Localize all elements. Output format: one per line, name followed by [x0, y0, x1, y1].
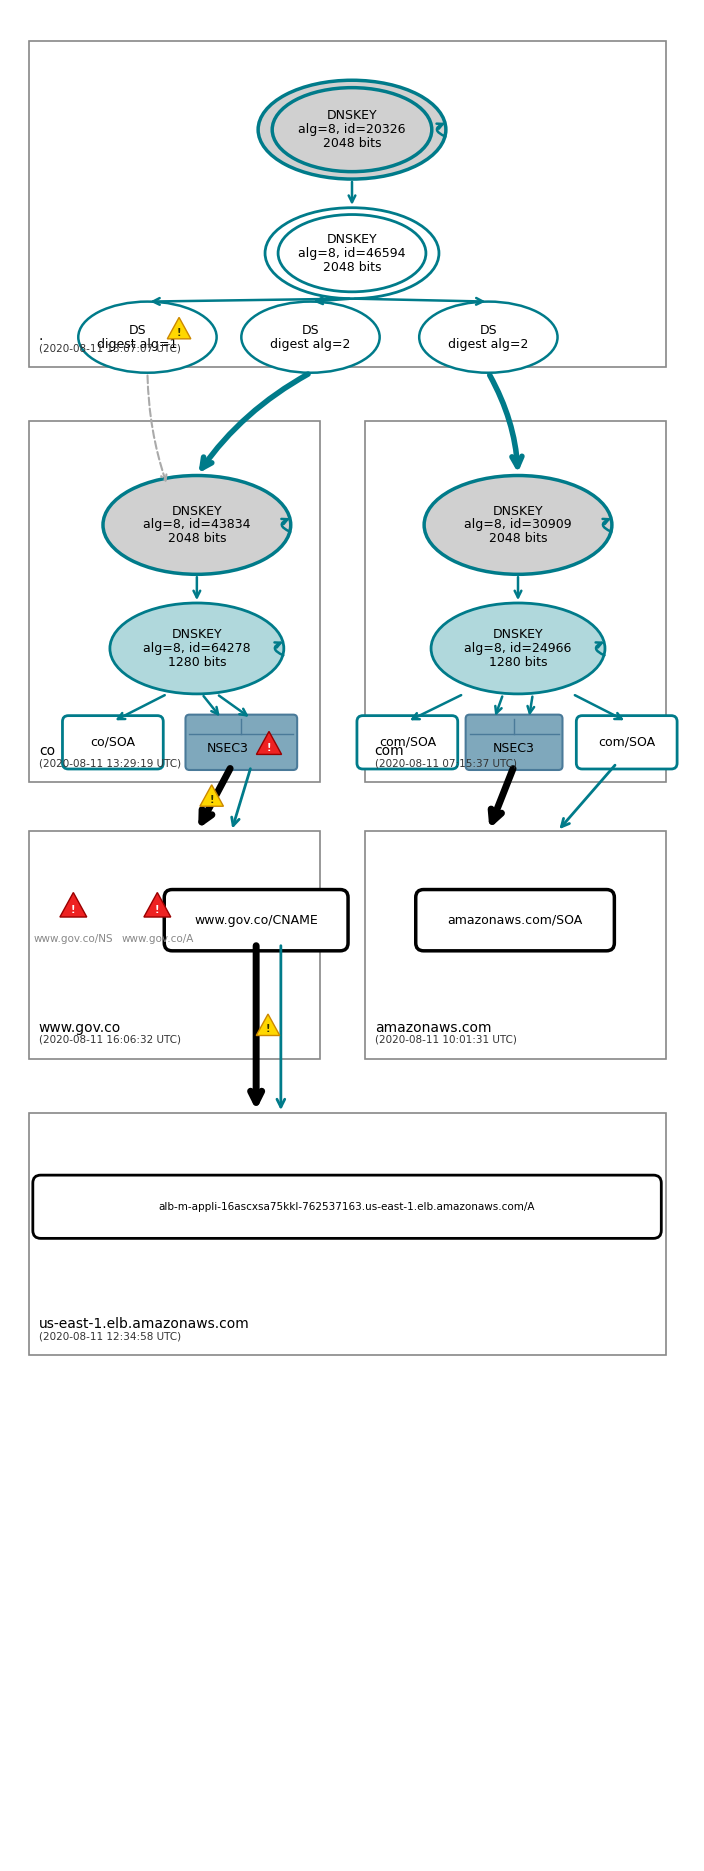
Bar: [29, 831, 320, 1059]
Text: alg=8, id=24966: alg=8, id=24966: [465, 642, 572, 655]
Ellipse shape: [265, 208, 439, 299]
Ellipse shape: [110, 602, 284, 694]
Text: !: !: [155, 906, 160, 915]
Bar: [29, 41, 666, 367]
Text: www.gov.co/A: www.gov.co/A: [121, 934, 194, 945]
FancyBboxPatch shape: [185, 715, 297, 771]
Text: com: com: [375, 745, 404, 758]
Text: DNSKEY: DNSKEY: [327, 109, 377, 122]
Text: DS: DS: [129, 324, 146, 337]
Text: DS: DS: [302, 324, 320, 337]
FancyBboxPatch shape: [416, 889, 615, 950]
Ellipse shape: [419, 301, 558, 372]
Text: !: !: [265, 1023, 270, 1035]
Text: com/SOA: com/SOA: [598, 735, 655, 748]
Ellipse shape: [103, 475, 291, 574]
Ellipse shape: [272, 88, 432, 172]
Bar: [29, 421, 320, 782]
Text: .: .: [39, 329, 43, 342]
Polygon shape: [168, 318, 191, 339]
Text: 2048 bits: 2048 bits: [322, 260, 382, 273]
Ellipse shape: [78, 301, 217, 372]
Text: 2048 bits: 2048 bits: [168, 531, 226, 544]
Polygon shape: [60, 892, 87, 917]
FancyBboxPatch shape: [63, 715, 163, 769]
Ellipse shape: [241, 301, 379, 372]
Ellipse shape: [278, 215, 426, 292]
Text: www.gov.co/CNAME: www.gov.co/CNAME: [194, 913, 318, 926]
Ellipse shape: [258, 80, 446, 180]
Text: !: !: [267, 743, 271, 752]
Text: 1280 bits: 1280 bits: [168, 655, 226, 668]
Text: alg=8, id=43834: alg=8, id=43834: [143, 518, 251, 531]
Text: alg=8, id=20326: alg=8, id=20326: [298, 123, 406, 137]
FancyBboxPatch shape: [357, 715, 458, 769]
Text: digest alg=2: digest alg=2: [270, 337, 351, 350]
Text: digest alg=1: digest alg=1: [97, 337, 177, 350]
Text: (2020-08-11 13:07:07 UTC): (2020-08-11 13:07:07 UTC): [39, 342, 181, 354]
FancyBboxPatch shape: [33, 1175, 661, 1239]
Ellipse shape: [424, 475, 612, 574]
Polygon shape: [256, 1014, 279, 1035]
Text: www.gov.co: www.gov.co: [39, 1022, 121, 1035]
Text: (2020-08-11 07:15:37 UTC): (2020-08-11 07:15:37 UTC): [375, 758, 517, 769]
Text: alg=8, id=64278: alg=8, id=64278: [143, 642, 251, 655]
Text: alb-m-appli-16ascxsa75kkl-762537163.us-east-1.elb.amazonaws.com/A: alb-m-appli-16ascxsa75kkl-762537163.us-e…: [159, 1201, 535, 1212]
FancyBboxPatch shape: [465, 715, 562, 771]
Bar: [29, 1113, 666, 1355]
Text: !: !: [71, 906, 75, 915]
Text: DNSKEY: DNSKEY: [493, 629, 543, 642]
Bar: [365, 421, 666, 782]
Text: NSEC3: NSEC3: [206, 741, 249, 754]
FancyBboxPatch shape: [164, 889, 348, 950]
Text: !: !: [209, 795, 214, 805]
Text: 2048 bits: 2048 bits: [489, 531, 547, 544]
Text: NSEC3: NSEC3: [493, 741, 535, 754]
Text: 1280 bits: 1280 bits: [489, 655, 547, 668]
Text: DNSKEY: DNSKEY: [327, 232, 377, 245]
Text: amazonaws.com: amazonaws.com: [375, 1022, 491, 1035]
Polygon shape: [144, 892, 171, 917]
Text: (2020-08-11 13:29:19 UTC): (2020-08-11 13:29:19 UTC): [39, 758, 181, 769]
Text: 2048 bits: 2048 bits: [322, 137, 382, 150]
Text: digest alg=2: digest alg=2: [448, 337, 529, 350]
Text: (2020-08-11 16:06:32 UTC): (2020-08-11 16:06:32 UTC): [39, 1035, 181, 1044]
Text: (2020-08-11 12:34:58 UTC): (2020-08-11 12:34:58 UTC): [39, 1332, 181, 1342]
Text: www.gov.co/NS: www.gov.co/NS: [34, 934, 113, 945]
Polygon shape: [256, 732, 282, 754]
Ellipse shape: [431, 602, 605, 694]
Text: us-east-1.elb.amazonaws.com: us-east-1.elb.amazonaws.com: [39, 1317, 249, 1332]
Text: !: !: [177, 327, 182, 337]
FancyBboxPatch shape: [577, 715, 677, 769]
Text: DNSKEY: DNSKEY: [493, 505, 543, 518]
Text: amazonaws.com/SOA: amazonaws.com/SOA: [448, 913, 583, 926]
Text: com/SOA: com/SOA: [379, 735, 436, 748]
Bar: [365, 831, 666, 1059]
Text: alg=8, id=30909: alg=8, id=30909: [464, 518, 572, 531]
Polygon shape: [200, 784, 223, 806]
Text: alg=8, id=46594: alg=8, id=46594: [298, 247, 406, 260]
Text: DNSKEY: DNSKEY: [172, 505, 222, 518]
Text: DS: DS: [479, 324, 497, 337]
Text: (2020-08-11 10:01:31 UTC): (2020-08-11 10:01:31 UTC): [375, 1035, 517, 1044]
Text: co: co: [39, 745, 55, 758]
Text: co/SOA: co/SOA: [90, 735, 135, 748]
Text: DNSKEY: DNSKEY: [172, 629, 222, 642]
